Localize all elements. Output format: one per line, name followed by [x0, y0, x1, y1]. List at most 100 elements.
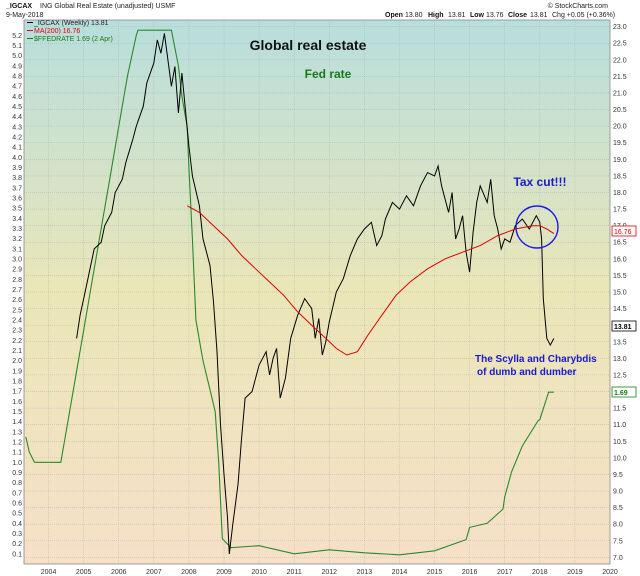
x-tick-label: 2013: [357, 569, 373, 576]
right-tick-label: 11.5: [613, 406, 626, 413]
close-value: 13.81: [530, 12, 548, 19]
left-tick-label: 1.9: [12, 368, 22, 375]
symbol-description: ING Global Real Estate (unadjusted) USMF: [40, 3, 175, 10]
legend: _IGCAX (Weekly) 13.81 MA(200) 16.76 $FFE…: [27, 20, 113, 43]
low-label: Low: [470, 12, 485, 19]
left-tick-label: 2.0: [12, 358, 22, 365]
right-tick-label: 18.0: [613, 190, 627, 197]
left-axis: 0.1 0.2 0.3 0.4 0.5 0.6 0.7 0.8 0.9 1.0 1.1 1.2 1.3 1…: [12, 33, 22, 559]
right-tick-label: 8.0: [613, 522, 623, 529]
left-tick-label: 3.4: [12, 216, 22, 223]
right-tick-label: 11.0: [613, 422, 626, 429]
left-tick-label: 4.4: [12, 114, 22, 121]
right-tick-label: 15.0: [613, 290, 627, 297]
legend-price: _IGCAX (Weekly) 13.81: [33, 20, 109, 27]
left-tick-label: 3.1: [12, 246, 22, 253]
watermark: © StockCharts.com: [548, 2, 609, 10]
right-tick-label: 7.0: [613, 555, 623, 562]
right-tick-label: 21.5: [613, 74, 627, 81]
left-tick-label: 3.2: [12, 236, 22, 243]
left-tick-label: 1.4: [12, 419, 22, 426]
x-tick-label: 2005: [76, 569, 92, 576]
annotation-global-real-estate: Global real estate: [250, 37, 367, 53]
x-tick-label: 2010: [251, 569, 267, 576]
ma-badge-value: 16.76: [614, 229, 632, 236]
ma-badge-box: [611, 225, 637, 237]
price-badge-box: [611, 320, 637, 332]
right-tick-label: 16.5: [613, 240, 627, 247]
chart-header: _IGCAX ING Global Real Estate (unadjuste…: [5, 2, 615, 19]
chart-date: 9-May-2018: [6, 12, 43, 19]
annotation-scylla-line1: The Scylla and Charybdis: [475, 354, 597, 365]
legend-ma: MA(200) 16.76: [34, 28, 80, 35]
right-tick-label: 22.5: [613, 41, 627, 48]
fed-badge-value: 1.69: [614, 390, 628, 397]
right-tick-label: 13.5: [613, 339, 627, 346]
right-tick-label: 16.0: [613, 256, 627, 263]
left-tick-label: 1.5: [12, 409, 22, 416]
x-tick-label: 2009: [216, 569, 232, 576]
tax-cut-circle: [515, 205, 559, 249]
right-tick-label: 22.0: [613, 57, 627, 64]
right-tick-label: 12.5: [613, 372, 627, 379]
left-tick-label: 3.0: [12, 256, 22, 263]
x-tick-label: 2017: [497, 569, 513, 576]
x-tick-label: 2015: [427, 569, 443, 576]
left-tick-label: 5.0: [12, 53, 22, 60]
left-tick-label: 1.8: [12, 378, 22, 385]
left-tick-label: 5.1: [12, 43, 22, 50]
high-value: 13.81: [448, 12, 466, 19]
x-tick-label: 2007: [146, 569, 162, 576]
right-tick-label: 20.0: [613, 124, 627, 131]
right-tick-label: 21.0: [613, 90, 627, 97]
left-tick-label: 0.2: [12, 541, 22, 548]
left-tick-label: 2.7: [12, 287, 22, 294]
left-tick-label: 0.5: [12, 511, 22, 518]
right-tick-label: 10.5: [613, 439, 627, 446]
right-tick-label: 13.0: [613, 356, 627, 363]
left-tick-label: 4.2: [12, 134, 22, 141]
moving-average-line: [186, 205, 555, 356]
left-tick-label: 0.3: [12, 531, 22, 538]
left-tick-label: 3.8: [12, 175, 22, 182]
annotation-scylla-line2: of dumb and dumber: [477, 367, 577, 378]
left-tick-label: 5.2: [12, 33, 22, 40]
right-tick-label: 14.5: [613, 306, 627, 313]
right-tick-label: 20.5: [613, 107, 627, 114]
fed-badge: 1.69: [611, 386, 637, 398]
left-tick-label: 2.1: [12, 348, 22, 355]
left-tick-label: 0.1: [12, 551, 22, 558]
x-tick-label: 2019: [567, 569, 583, 576]
x-tick-label: 2014: [392, 569, 408, 576]
left-tick-label: 0.9: [12, 470, 22, 477]
left-tick-label: 2.4: [12, 317, 22, 324]
x-tick-label: 2008: [181, 569, 197, 576]
left-tick-label: 3.7: [12, 185, 22, 192]
left-tick-label: 0.4: [12, 521, 22, 528]
x-axis: 2004 2005 2006 2007 2008 2009 2010 2011 2012 2013…: [41, 569, 618, 576]
price-line: [76, 33, 555, 555]
x-tick-label: 2006: [111, 569, 127, 576]
fed-badge-box: [611, 386, 637, 398]
low-value: 13.76: [486, 12, 504, 19]
left-tick-label: 1.6: [12, 399, 22, 406]
right-tick-label: 7.5: [613, 538, 623, 545]
left-tick-label: 1.3: [12, 429, 22, 436]
fed-rate-line: [25, 29, 554, 556]
left-tick-label: 1.2: [12, 439, 22, 446]
left-tick-label: 3.6: [12, 195, 22, 202]
left-tick-label: 2.9: [12, 267, 22, 274]
left-tick-label: 1.7: [12, 389, 22, 396]
ma-badge: 16.76: [611, 225, 637, 237]
right-axis: 7.07.58.08.59.09.510.010.511.011.512.012…: [613, 24, 627, 562]
close-label: Close: [508, 12, 527, 19]
left-tick-label: 4.3: [12, 124, 22, 131]
left-tick-label: 4.1: [12, 145, 22, 152]
right-tick-label: 19.5: [613, 140, 627, 147]
left-tick-label: 2.3: [12, 328, 22, 335]
x-tick-label: 2011: [287, 569, 302, 576]
x-tick-label: 2020: [602, 569, 618, 576]
price-badge: 13.81: [611, 320, 637, 332]
annotation-fed-rate: Fed rate: [305, 67, 352, 81]
